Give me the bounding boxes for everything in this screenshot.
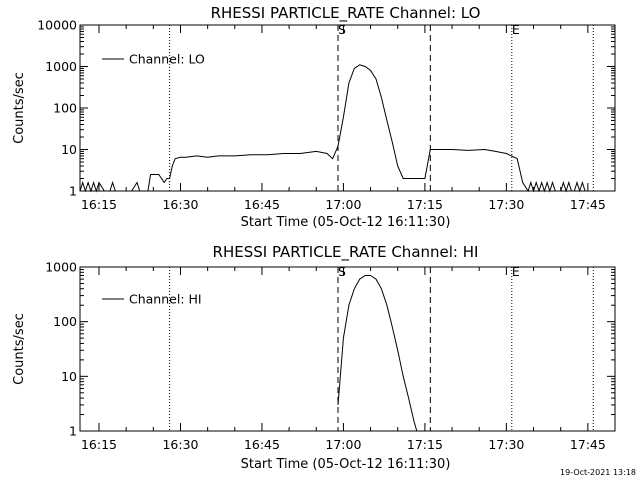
x-tick-label: 16:45: [244, 437, 280, 452]
y-axis-label: Counts/sec: [12, 72, 27, 144]
chart-title: RHESSI PARTICLE_RATE Channel: LO: [211, 4, 481, 23]
x-axis-label: Start Time (05-Oct-12 16:11:30): [241, 457, 451, 472]
y-tick-label: 10000: [37, 18, 77, 33]
y-tick-label: 10: [61, 369, 77, 384]
series-line-lo: [79, 64, 594, 193]
y-tick-label: 1000: [45, 59, 77, 74]
time-marker-label: S: [338, 264, 346, 279]
y-tick-label: 100: [53, 101, 77, 116]
chart-title: RHESSI PARTICLE_RATE Channel: HI: [213, 243, 479, 262]
x-tick-label: 17:15: [407, 197, 443, 212]
x-tick-label: 17:45: [570, 437, 606, 452]
x-tick-label: 16:45: [244, 197, 280, 212]
x-tick-label: 16:30: [162, 437, 198, 452]
time-marker-label: E: [512, 264, 520, 279]
y-tick-label: 1000: [45, 260, 77, 275]
x-axis-label: Start Time (05-Oct-12 16:11:30): [241, 215, 451, 230]
y-tick-label: 100: [53, 314, 77, 329]
x-tick-label: 16:15: [81, 197, 117, 212]
chart-panel-lo: RHESSI PARTICLE_RATE Channel: LO 16:15 16:…: [12, 4, 616, 230]
y-tick-label: 10: [61, 142, 77, 157]
x-tick-label: 17:00: [325, 437, 361, 452]
x-tick-label: 16:30: [162, 197, 198, 212]
time-marker-label: S: [338, 22, 346, 37]
x-tick-label: 17:00: [325, 197, 361, 212]
time-marker-label: E: [512, 22, 520, 37]
x-tick-label: 17:45: [570, 197, 606, 212]
chart-panel-hi: RHESSI PARTICLE_RATE Channel: HI 16:15 16:…: [12, 243, 616, 472]
x-tick-label: 17:15: [407, 437, 443, 452]
x-tick-label: 17:30: [488, 437, 524, 452]
y-axis-label: Counts/sec: [12, 313, 27, 385]
date-stamp: 19-Oct-2021 13:18: [560, 468, 636, 477]
legend-entry: Channel: HI: [129, 292, 202, 307]
y-tick-label: 1: [69, 184, 77, 199]
plot-frame: [79, 266, 616, 432]
x-tick-label: 17:30: [488, 197, 524, 212]
series-line-hi: [337, 275, 418, 432]
y-tick-label: 1: [69, 424, 77, 439]
plot-frame: [79, 24, 616, 192]
legend-entry: Channel: LO: [129, 52, 205, 67]
x-tick-label: 16:15: [81, 437, 117, 452]
